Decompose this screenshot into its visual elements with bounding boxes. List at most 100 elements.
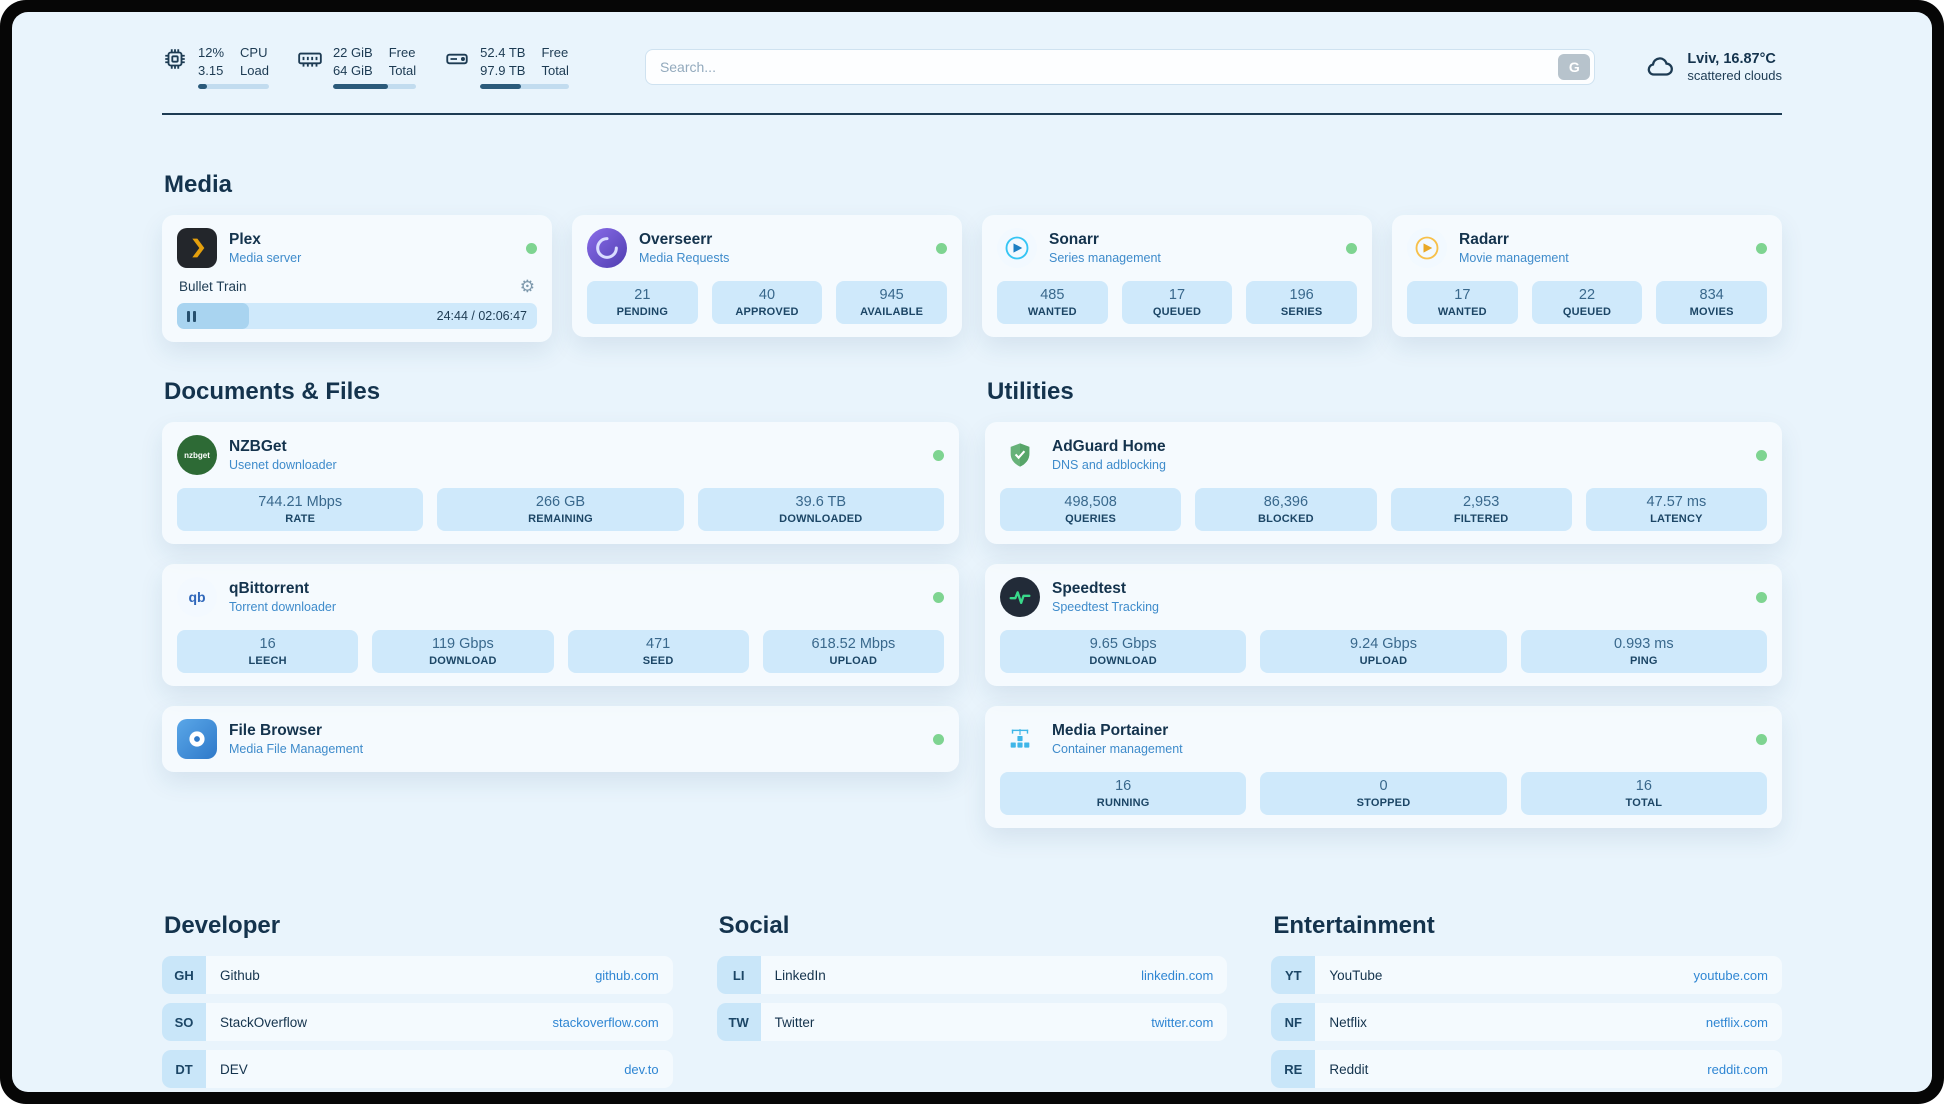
documents-section-title: Documents & Files (164, 378, 381, 406)
disk-total-label: Total (541, 62, 569, 78)
app-name[interactable]: Radarr (1459, 231, 1509, 249)
nzbget-card[interactable]: nzbget NZBGet Usenet downloader 744.21 M… (162, 422, 959, 545)
bookmark-netflix[interactable]: NF Netflix netflix.com (1271, 1003, 1782, 1042)
app-name[interactable]: Plex (229, 231, 261, 249)
disk-free-label: Free (541, 45, 569, 60)
stat-box: 21 PENDING (587, 281, 698, 325)
cpu-load-label: Load (240, 62, 269, 78)
weather-widget: Lviv, 16.87°C scattered clouds (1643, 51, 1782, 83)
stat-box: 16 TOTAL (1520, 772, 1767, 816)
stat-box: 0.993 ms PING (1520, 630, 1767, 674)
stat-box: 744.21 Mbps RATE (177, 488, 424, 532)
sonarr-card[interactable]: Sonarr Series management 485 WANTED 17 Q… (982, 215, 1372, 338)
qbittorrent-card[interactable]: qb qBittorrent Torrent downloader 16 LEE… (162, 564, 959, 687)
portainer-icon[interactable] (1000, 719, 1040, 759)
bookmark-url: linkedin.com (1141, 967, 1214, 983)
status-dot (526, 242, 537, 254)
nzbget-icon[interactable]: nzbget (177, 435, 217, 476)
bookmark-abbr: DT (162, 1050, 206, 1089)
overseerr-card[interactable]: Overseerr Media Requests 21 PENDING 40 A… (572, 215, 962, 338)
playback-time: 24:44 / 02:06:47 (436, 309, 527, 324)
bookmark-url: twitter.com (1151, 1014, 1214, 1030)
bookmark-youtube[interactable]: YT YouTube youtube.com (1271, 956, 1782, 995)
media-section: Media Plex Media server Bullet Train ⚙ (162, 171, 1782, 343)
status-dot (1756, 242, 1767, 254)
memory-progress-bar (332, 84, 417, 90)
status-dot (1346, 242, 1357, 254)
plex-card[interactable]: Plex Media server Bullet Train ⚙ 24:44 /… (162, 215, 552, 343)
app-subtitle: Movie management (1459, 251, 1569, 266)
app-name[interactable]: Overseerr (639, 231, 713, 249)
status-dot (1756, 733, 1767, 745)
app-name[interactable]: qBittorrent (229, 580, 310, 598)
app-subtitle: Usenet downloader (229, 458, 337, 473)
bookmark-name: Github (220, 967, 260, 983)
bookmark-twitter[interactable]: TW Twitter twitter.com (716, 1003, 1228, 1042)
search-bar: G (644, 48, 1596, 85)
playback-progress-bar[interactable]: 24:44 / 02:06:47 (177, 303, 537, 330)
overseerr-icon[interactable] (587, 228, 627, 269)
disk-total-value: 97.9 TB (480, 62, 526, 78)
filebrowser-card[interactable]: File Browser Media File Management (162, 706, 959, 773)
stat-box: 485 WANTED (997, 281, 1108, 325)
app-name[interactable]: Sonarr (1049, 231, 1099, 249)
bookmark-reddit[interactable]: RE Reddit reddit.com (1271, 1050, 1782, 1089)
stat-box: 0 STOPPED (1260, 772, 1507, 816)
stat-box: 47.57 ms LATENCY (1585, 488, 1767, 532)
status-dot (933, 733, 944, 745)
pause-icon[interactable] (187, 310, 196, 322)
status-dot (1756, 449, 1767, 461)
status-dot (1756, 591, 1767, 603)
memory-total-label: Total (388, 62, 417, 78)
utilities-section-title: Utilities (987, 378, 1074, 406)
portainer-card[interactable]: Media Portainer Container management 16 … (985, 706, 1782, 829)
speedtest-icon[interactable] (1000, 577, 1040, 618)
bookmark-github[interactable]: GH Github github.com (162, 956, 673, 995)
app-name[interactable]: NZBGet (229, 438, 287, 456)
app-subtitle: Series management (1049, 251, 1161, 266)
bookmark-stackoverflow[interactable]: SO StackOverflow stackoverflow.com (162, 1003, 673, 1042)
bookmark-url: netflix.com (1705, 1014, 1768, 1030)
app-name[interactable]: AdGuard Home (1052, 438, 1166, 456)
bookmark-name: LinkedIn (774, 967, 826, 983)
bookmark-dev[interactable]: DT DEV dev.to (162, 1050, 673, 1089)
qbittorrent-icon[interactable]: qb (177, 577, 217, 618)
plex-icon[interactable] (177, 228, 217, 269)
stat-box: 17 QUEUED (1121, 281, 1233, 325)
bookmark-abbr: YT (1271, 956, 1316, 995)
app-name[interactable]: File Browser (229, 722, 323, 740)
adguard-icon[interactable] (1000, 435, 1040, 475)
search-input[interactable] (644, 48, 1596, 85)
documents-section: Documents & Files nzbget NZBGet Usenet d… (162, 378, 959, 792)
media-section-title: Media (164, 171, 233, 199)
social-bookmarks: Social LI LinkedIn linkedin.com TW Twitt… (716, 912, 1228, 1050)
sonarr-icon[interactable] (997, 228, 1037, 269)
gear-icon[interactable]: ⚙ (519, 277, 535, 297)
cpu-value: 12% (198, 45, 225, 60)
bookmark-abbr: NF (1271, 1003, 1316, 1042)
stat-box: 945 AVAILABLE (836, 281, 947, 325)
bookmark-name: Twitter (774, 1014, 815, 1030)
bookmark-url: reddit.com (1707, 1061, 1768, 1077)
search-engine-button[interactable]: G (1558, 53, 1591, 80)
app-name[interactable]: Speedtest (1052, 580, 1127, 598)
radarr-card[interactable]: Radarr Movie management 17 WANTED 22 QUE… (1392, 215, 1782, 338)
cpu-load-value: 3.15 (198, 62, 224, 78)
adguard-card[interactable]: AdGuard Home DNS and adblocking 498,508 … (985, 422, 1782, 545)
bookmark-name: Netflix (1329, 1014, 1367, 1030)
app-name[interactable]: Media Portainer (1052, 722, 1169, 740)
status-dot (933, 591, 944, 603)
speedtest-card[interactable]: Speedtest Speedtest Tracking 9.65 Gbps D… (985, 564, 1782, 687)
social-section-title: Social (718, 912, 790, 940)
bookmark-url: github.com (595, 967, 659, 983)
app-subtitle: Torrent downloader (229, 600, 337, 615)
stat-box: 86,396 BLOCKED (1195, 488, 1377, 532)
stat-box: 498,508 QUERIES (1000, 488, 1182, 532)
bookmark-linkedin[interactable]: LI LinkedIn linkedin.com (716, 956, 1228, 995)
bookmark-name: StackOverflow (220, 1014, 308, 1030)
filebrowser-icon[interactable] (177, 719, 217, 760)
stat-box: 119 Gbps DOWNLOAD (372, 630, 554, 674)
stat-box: 9.24 Gbps UPLOAD (1260, 630, 1507, 674)
radarr-icon[interactable] (1407, 228, 1447, 269)
